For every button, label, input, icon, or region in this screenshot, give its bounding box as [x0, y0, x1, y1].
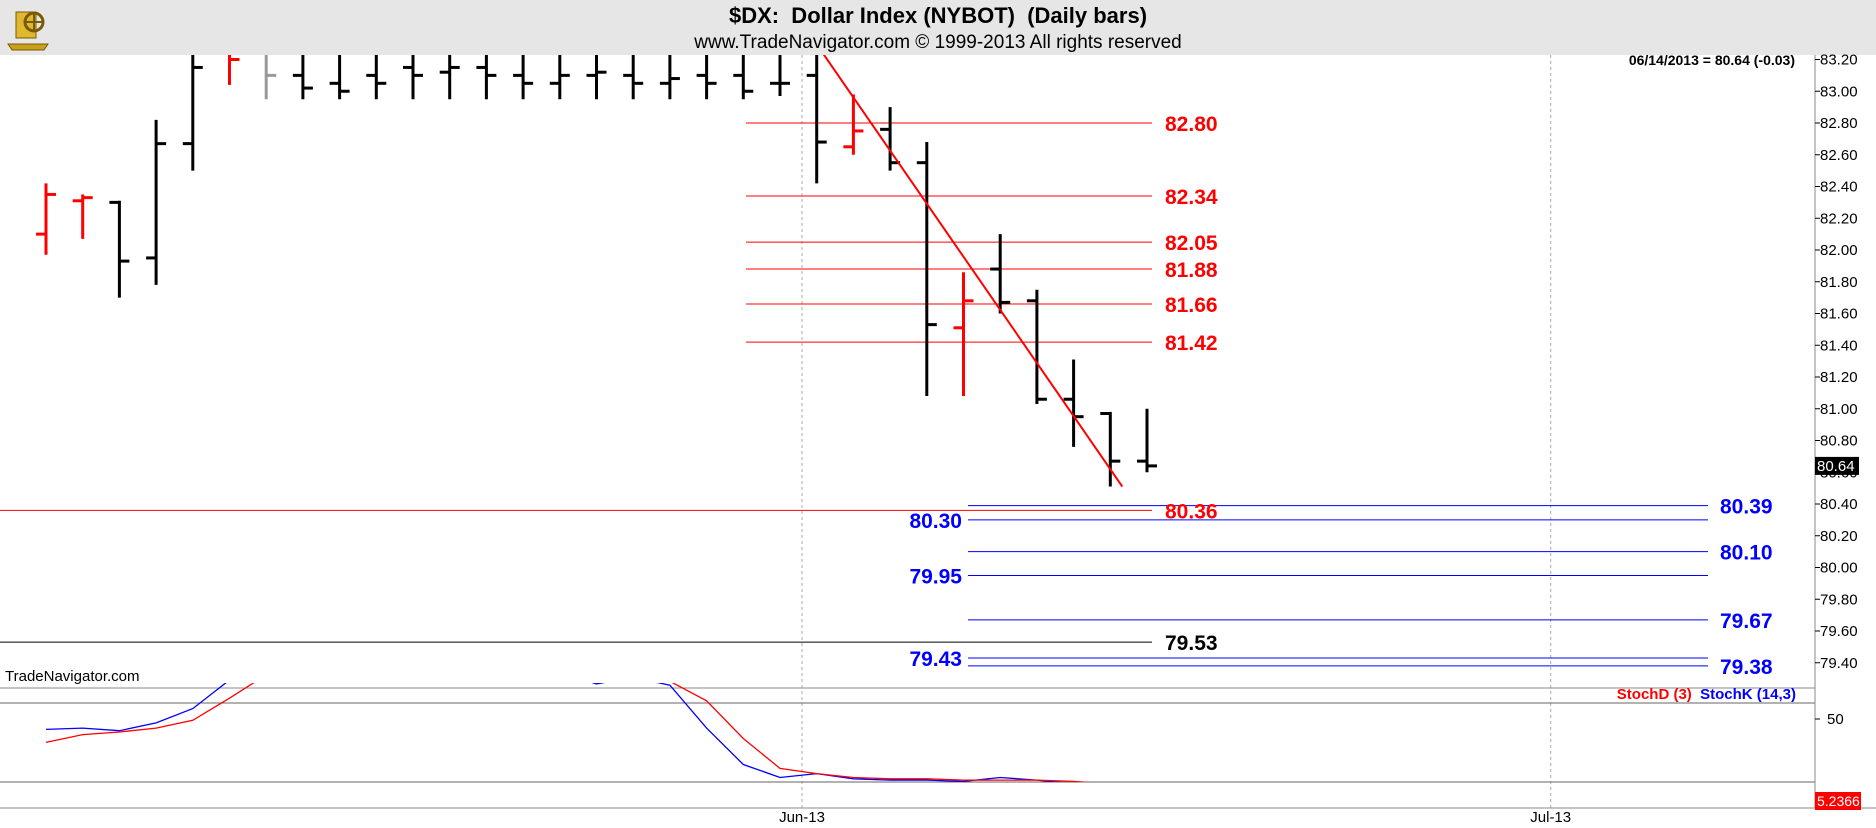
ohlc-bar	[1063, 359, 1084, 447]
resistance-level-label: 81.66	[1165, 294, 1218, 317]
ohlc-bar	[770, 55, 790, 97]
stoch-last-marker	[1815, 792, 1861, 810]
y-tick-label: 83.20	[1820, 52, 1858, 69]
price-axis-layer: Jun-13 Jul-13 83.20 83.00 82.80 82.60 82.40 82.…	[779, 52, 1859, 826]
trendline-layer	[822, 55, 1124, 488]
ohlc-bar	[953, 272, 974, 397]
y-tick-label: 82.80	[1820, 115, 1858, 132]
ohlc-bar	[1137, 408, 1157, 473]
ohlc-bar	[264, 55, 277, 100]
chart-title: $DX: Dollar Index (NYBOT) (Daily bars)	[728, 3, 1148, 28]
y-tick-label: 81.40	[1820, 337, 1858, 354]
ohlc-bar	[696, 55, 717, 100]
y-tick-label: 81.80	[1820, 274, 1858, 291]
chart-subtitle: www.TradeNavigator.com © 1999-2013 All r…	[694, 32, 1182, 53]
ohlc-bars-layer	[36, 55, 1157, 487]
stochastic-layer: 50 5.2366	[45, 683, 1861, 810]
support-level-label: 80.30	[909, 510, 962, 533]
ohlc-bar	[733, 55, 754, 100]
y-tick-label: 80.80	[1820, 433, 1858, 450]
ohlc-bar	[366, 55, 387, 100]
x-tick-label: Jun-13	[779, 809, 825, 826]
support-level-label: 80.10	[1720, 542, 1773, 565]
ohlc-bar	[549, 55, 570, 100]
grid-layer	[0, 55, 1876, 809]
ohlc-bar	[513, 55, 534, 100]
y-tick-label: 80.40	[1820, 496, 1858, 513]
level-labels-layer: 82.80 82.34 82.05 81.88 81.66 81.42 80.36 80.39…	[909, 113, 1772, 679]
y-tick-label: 80.20	[1820, 528, 1858, 545]
ohlc-bar	[806, 55, 827, 184]
y-tick-label: 81.00	[1820, 401, 1858, 418]
support-level-label: 79.43	[909, 648, 962, 671]
tradenavigator-logo-icon	[7, 11, 49, 51]
support-level-label: 79.95	[909, 565, 962, 588]
y-tick-label: 82.40	[1820, 179, 1858, 196]
resistance-level-label: 81.42	[1165, 332, 1218, 355]
ohlc-bar	[843, 94, 864, 155]
ohlc-bar	[916, 142, 937, 397]
ohlc-bar	[623, 55, 644, 100]
trendline	[822, 55, 1124, 488]
y-tick-label: 79.60	[1820, 623, 1858, 640]
chart-header	[0, 0, 1876, 55]
y-tick-label: 82.20	[1820, 210, 1858, 227]
resistance-level-label: 80.36	[1165, 500, 1218, 523]
last-price-marker	[1815, 456, 1859, 475]
support-level-label: 79.38	[1720, 656, 1773, 679]
ohlc-bar	[72, 194, 93, 239]
ohlc-bar	[146, 119, 167, 285]
stoch-series-line	[45, 683, 1061, 782]
y-tick-label: 79.40	[1820, 655, 1858, 672]
ohlc-bar	[476, 55, 497, 100]
support-level-label: 80.39	[1720, 496, 1773, 519]
ohlc-bar	[403, 55, 423, 100]
resistance-level-label: 81.88	[1165, 259, 1218, 282]
ohlc-bar	[1026, 289, 1047, 404]
stoch-tick-label: 50	[1827, 711, 1844, 728]
y-tick-label: 79.80	[1820, 591, 1858, 608]
black-level-label: 79.53	[1165, 632, 1218, 655]
stoch-k-legend: StochK (14,3)	[1700, 686, 1796, 703]
y-tick-label: 82.00	[1820, 242, 1858, 259]
price-readout: 06/14/2013 = 80.64 (-0.03)	[1629, 52, 1795, 68]
ohlc-bar	[228, 55, 240, 85]
ohlc-bar	[659, 55, 680, 100]
y-tick-label: 83.00	[1820, 83, 1858, 100]
x-tick-label: Jul-13	[1530, 809, 1571, 826]
stoch-last-label: 5.2366	[1817, 793, 1860, 809]
source-label: TradeNavigator.com	[5, 668, 140, 685]
resistance-level-label: 82.05	[1165, 232, 1218, 255]
y-tick-label: 80.00	[1820, 560, 1858, 577]
stoch-d-legend: StochD (3)	[1616, 686, 1692, 703]
last-price-label: 80.64	[1817, 458, 1855, 475]
y-tick-label: 81.60	[1820, 306, 1858, 323]
stochastic-legend: StochD (3) StochK (14,3)	[1617, 686, 1796, 703]
ohlc-bar	[182, 55, 203, 171]
support-level-label: 79.67	[1720, 610, 1773, 633]
ohlc-bar	[109, 200, 130, 298]
resistance-level-label: 82.34	[1165, 186, 1218, 209]
y-tick-label: 82.60	[1820, 147, 1858, 164]
y-tick-label: 81.20	[1820, 369, 1858, 386]
ohlc-bar	[292, 55, 313, 100]
level-lines-layer	[0, 122, 1708, 667]
ohlc-bar	[1100, 411, 1121, 487]
ohlc-bar	[329, 55, 350, 100]
ohlc-bar	[990, 234, 1011, 314]
ohlc-bar	[586, 55, 607, 100]
resistance-level-label: 82.80	[1165, 113, 1218, 136]
ohlc-bar	[36, 183, 56, 255]
stoch-series-line	[45, 683, 1092, 782]
ohlc-bar	[439, 55, 460, 100]
